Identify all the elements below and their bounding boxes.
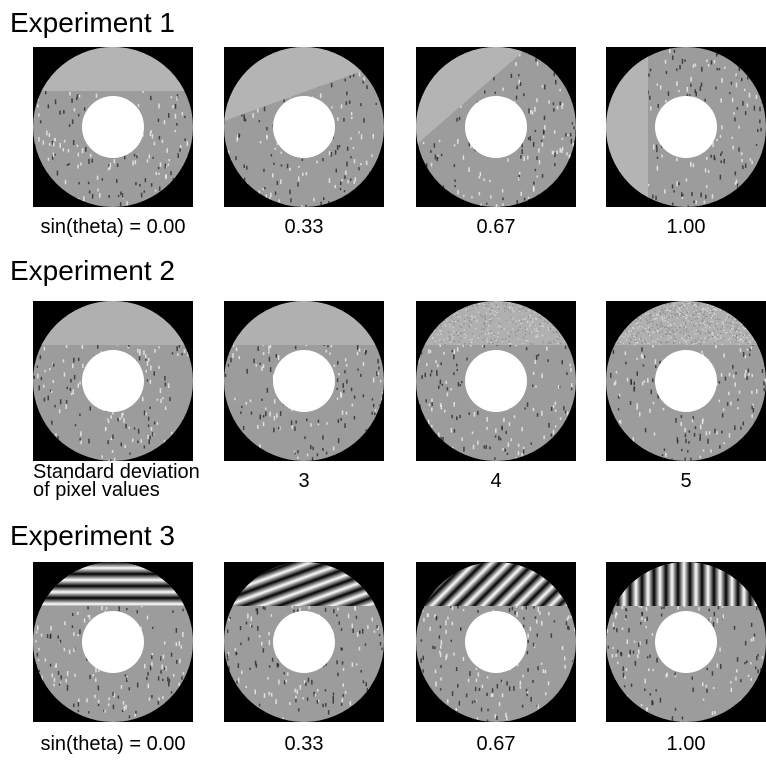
stimulus xyxy=(606,47,766,211)
fixation-hole xyxy=(82,611,144,673)
stimulus xyxy=(416,47,577,209)
fixation-hole xyxy=(465,611,527,673)
panel-label: 5 xyxy=(680,470,691,492)
stimulus xyxy=(606,562,766,726)
panel-label: 0.67 xyxy=(477,216,516,238)
fixation-hole xyxy=(655,96,717,158)
panel-label: sin(theta) = 0.00 xyxy=(40,216,185,238)
stimulus xyxy=(416,562,577,727)
stimulus xyxy=(224,301,385,462)
stimulus xyxy=(606,301,766,465)
fixation-hole xyxy=(82,96,144,158)
panel-label: 0.67 xyxy=(477,733,516,755)
panel-label: 4 xyxy=(490,470,501,492)
panel-label: of pixel values xyxy=(33,479,160,501)
panel-label: 1.00 xyxy=(667,216,706,238)
panel-label: 0.33 xyxy=(285,733,324,755)
stimulus xyxy=(224,47,385,210)
page: {"experiments": [ {"title": "Experiment … xyxy=(0,0,766,768)
fixation-hole xyxy=(465,350,527,412)
fixation-hole xyxy=(465,96,527,158)
panel-label: 1.00 xyxy=(667,733,706,755)
stimulus xyxy=(33,562,194,725)
stimulus xyxy=(33,301,194,464)
experiment-title: Experiment 2 xyxy=(10,255,175,286)
fixation-hole xyxy=(655,350,717,412)
fixation-hole xyxy=(273,96,335,158)
fixation-hole xyxy=(82,350,144,412)
panel-label: 3 xyxy=(298,470,309,492)
fixation-hole xyxy=(273,350,335,412)
stimulus xyxy=(224,562,385,727)
panel-label: 0.33 xyxy=(285,216,324,238)
experiment-title: Experiment 3 xyxy=(10,520,175,551)
figure: Experiment 1 sin(theta) = 0.00 0.33 0.67 1.0… xyxy=(0,0,766,768)
fixation-hole xyxy=(655,611,717,673)
stimulus xyxy=(33,47,193,211)
fixation-hole xyxy=(273,611,335,673)
stimulus xyxy=(416,301,578,464)
panel-label: sin(theta) = 0.00 xyxy=(40,733,185,755)
experiment-title: Experiment 1 xyxy=(10,7,175,38)
